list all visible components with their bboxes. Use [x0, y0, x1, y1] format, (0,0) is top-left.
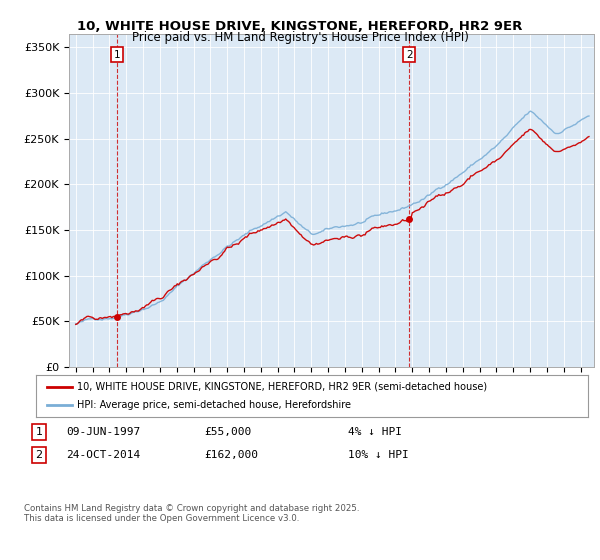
- Text: 1: 1: [113, 50, 120, 59]
- Text: Price paid vs. HM Land Registry's House Price Index (HPI): Price paid vs. HM Land Registry's House …: [131, 31, 469, 44]
- Text: £162,000: £162,000: [204, 450, 258, 460]
- Text: £55,000: £55,000: [204, 427, 251, 437]
- Text: Contains HM Land Registry data © Crown copyright and database right 2025.
This d: Contains HM Land Registry data © Crown c…: [24, 504, 359, 524]
- Text: 1: 1: [35, 427, 43, 437]
- Text: HPI: Average price, semi-detached house, Herefordshire: HPI: Average price, semi-detached house,…: [77, 400, 352, 410]
- Text: 10, WHITE HOUSE DRIVE, KINGSTONE, HEREFORD, HR2 9ER: 10, WHITE HOUSE DRIVE, KINGSTONE, HEREFO…: [77, 20, 523, 32]
- Text: 24-OCT-2014: 24-OCT-2014: [66, 450, 140, 460]
- Text: 10, WHITE HOUSE DRIVE, KINGSTONE, HEREFORD, HR2 9ER (semi-detached house): 10, WHITE HOUSE DRIVE, KINGSTONE, HEREFO…: [77, 382, 488, 392]
- Text: 2: 2: [35, 450, 43, 460]
- Text: 2: 2: [406, 50, 412, 59]
- Text: 10% ↓ HPI: 10% ↓ HPI: [348, 450, 409, 460]
- Text: 09-JUN-1997: 09-JUN-1997: [66, 427, 140, 437]
- Text: 4% ↓ HPI: 4% ↓ HPI: [348, 427, 402, 437]
